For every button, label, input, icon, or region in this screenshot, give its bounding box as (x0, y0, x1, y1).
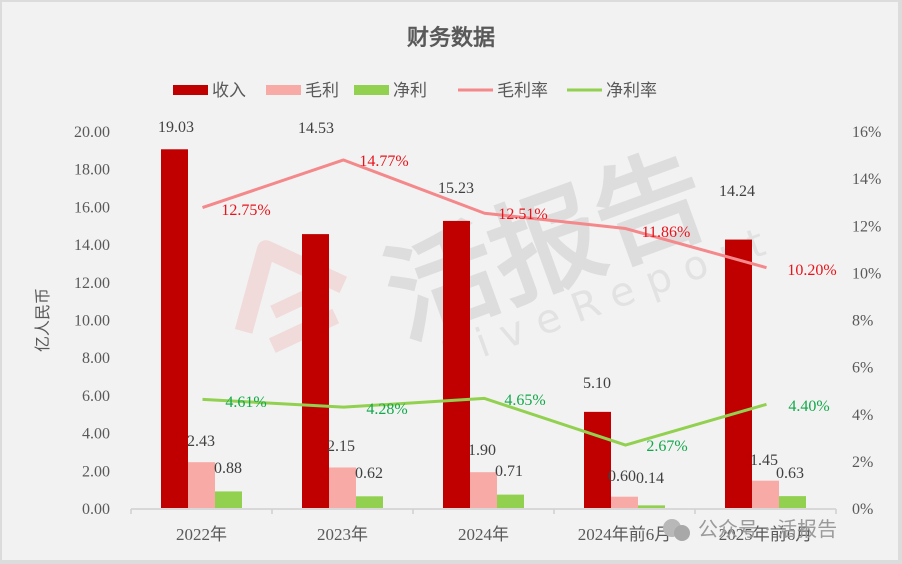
y-tick-label: 8.00 (82, 350, 110, 367)
legend-label: 毛利 (305, 81, 339, 101)
legend: 收入 毛利 净利 毛利率 净利率 (173, 81, 657, 101)
bar-value-label: 0.60 (608, 468, 636, 485)
legend-swatch (354, 85, 389, 95)
watermark: 活报告 LiveReport (234, 129, 784, 379)
bar (215, 491, 242, 508)
y-tick-label: 0.00 (82, 501, 110, 518)
bar-value-label: 14.53 (298, 120, 334, 137)
bar-value-label: 0.62 (355, 465, 383, 482)
legend-label: 净利 (393, 81, 427, 101)
legend-label: 毛利率 (497, 81, 548, 101)
y2-tick-label: 14% (852, 171, 881, 188)
y-tick-label: 6.00 (82, 388, 110, 405)
y2-tick-label: 4% (852, 407, 873, 424)
bar (752, 480, 779, 508)
line-value-label: 4.65% (504, 392, 545, 409)
footer-watermark: 公众号 · 活报告 (663, 517, 837, 541)
y-axis-right: 0% 2% 4% 6% 8% 10% 12% 14% 16% (852, 124, 881, 518)
legend-label: 收入 (212, 81, 246, 101)
bar-value-label: 1.90 (468, 442, 496, 459)
bar-value-label: 0.14 (636, 470, 664, 487)
bar (497, 494, 524, 508)
bar (584, 411, 611, 508)
y-tick-label: 16.00 (74, 199, 110, 216)
line-净利率 (202, 396, 767, 447)
line-毛利率 (202, 158, 767, 270)
legend-item: 收入 (173, 81, 246, 101)
bar (302, 234, 329, 508)
y-tick-label: 12.00 (74, 275, 110, 292)
y2-tick-label: 10% (852, 265, 881, 282)
bar (356, 496, 383, 508)
bar-value-label: 2.43 (187, 433, 215, 450)
y2-tick-label: 2% (852, 454, 873, 471)
y2-tick-label: 8% (852, 313, 873, 330)
y2-tick-label: 12% (852, 218, 881, 235)
footer-watermark-text: 公众号 · 活报告 (698, 517, 837, 541)
y-tick-label: 2.00 (82, 463, 110, 480)
bar-series (161, 149, 806, 509)
line-value-label: 12.51% (498, 206, 547, 223)
bar (470, 472, 497, 508)
bar (329, 467, 356, 508)
y-tick-label: 14.00 (74, 237, 110, 254)
y-tick-label: 20.00 (74, 124, 110, 141)
x-tick-label: 2025年前6月 (719, 525, 813, 544)
bar (161, 149, 188, 509)
y-axis-left: 0.00 2.00 4.00 6.00 8.00 10.00 12.00 14.00 16.00… (74, 124, 110, 518)
legend-swatch (266, 85, 301, 95)
x-tick-label: 2024年前6月 (578, 525, 672, 544)
y-tick-label: 18.00 (74, 162, 110, 179)
line-value-label: 4.28% (366, 401, 407, 418)
legend-label: 净利率 (606, 81, 657, 101)
bar (611, 496, 638, 508)
bar (443, 220, 470, 509)
y-tick-label: 4.00 (82, 426, 110, 443)
bar-value-label: 0.88 (214, 460, 242, 477)
bar-value-label: 0.71 (495, 463, 523, 480)
y-tick-label: 10.00 (74, 313, 110, 330)
x-tick-label: 2024年 (458, 525, 509, 544)
line-value-label: 4.61% (225, 394, 266, 411)
line-value-label: 11.86% (642, 224, 691, 241)
y-axis-title: 亿人民币 (33, 288, 52, 352)
bar (779, 496, 806, 508)
bar-value-label: 14.24 (719, 183, 755, 200)
bar-value-label: 5.10 (583, 375, 611, 392)
line-value-label: 2.67% (646, 438, 687, 455)
legend-item: 净利 (354, 81, 427, 101)
y2-tick-label: 16% (852, 124, 881, 141)
legend-swatch (173, 85, 208, 95)
bar-value-label: 19.03 (158, 119, 194, 136)
y2-tick-label: 0% (852, 501, 873, 518)
x-tick-label: 2022年 (176, 525, 227, 544)
x-tick-label: 2023年 (317, 525, 368, 544)
bar-value-label: 15.23 (438, 180, 474, 197)
bar-value-label: 0.63 (776, 465, 804, 482)
bar (725, 239, 752, 509)
line-value-label: 12.75% (221, 202, 270, 219)
bar (188, 462, 215, 508)
bar-value-label: 1.45 (750, 452, 778, 469)
bar-value-label: 2.15 (327, 438, 355, 455)
chart-title: 财务数据 (407, 25, 495, 51)
legend-item: 毛利率 (458, 81, 548, 101)
data-labels: 19.03 14.53 15.23 5.10 14.24 2.43 2.15 1.90 0.60… (158, 119, 837, 487)
line-value-label: 14.77% (359, 153, 408, 170)
x-axis: 2022年 2023年 2024年 2024年前6月 2025年前6月 (130, 508, 837, 544)
legend-item: 净利率 (567, 81, 657, 101)
line-value-label: 4.40% (788, 398, 829, 415)
y2-tick-label: 6% (852, 360, 873, 377)
legend-item: 毛利 (266, 81, 339, 101)
line-value-label: 10.20% (787, 262, 836, 279)
line-series (202, 158, 767, 447)
bar (638, 505, 665, 508)
